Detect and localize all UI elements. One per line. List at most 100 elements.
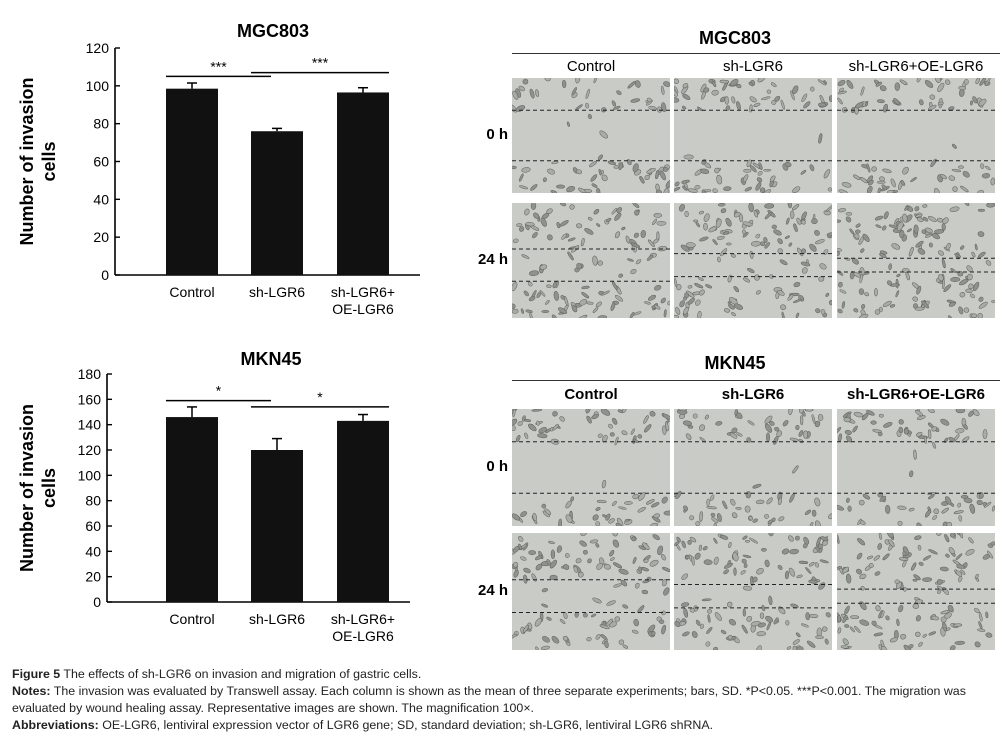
cell <box>780 304 787 310</box>
cell <box>658 619 665 624</box>
cell <box>915 432 923 437</box>
cell <box>618 506 627 510</box>
cell <box>820 309 826 315</box>
cell <box>809 613 819 619</box>
cell <box>893 98 900 105</box>
cell <box>519 226 525 232</box>
mkn45-y-tick-label: 180 <box>78 366 102 382</box>
cell <box>632 438 639 443</box>
cell <box>646 254 654 261</box>
mgc803-micrograph-image <box>512 78 670 193</box>
cell <box>952 623 963 627</box>
cell <box>872 429 882 433</box>
cell <box>990 177 995 186</box>
cell <box>817 543 823 550</box>
cell <box>878 306 883 313</box>
cell <box>849 626 856 633</box>
mgc803-micrograph-image <box>837 203 995 318</box>
cell <box>713 556 719 565</box>
cell <box>597 260 604 266</box>
cell <box>552 411 558 417</box>
notes-line: Notes: The invasion was evaluated by Tra… <box>12 683 997 717</box>
cell <box>969 293 976 299</box>
cell <box>742 585 753 591</box>
cell <box>875 224 882 229</box>
mgc803-bar <box>166 88 218 275</box>
cell <box>579 299 588 306</box>
cell <box>762 189 771 193</box>
cell <box>773 617 779 625</box>
cell <box>685 433 692 440</box>
cell <box>937 101 944 106</box>
cell <box>698 210 704 215</box>
cell <box>681 540 686 549</box>
mgc803-y-tick-label: 0 <box>101 267 109 283</box>
cell <box>731 312 736 317</box>
cell <box>860 86 865 96</box>
cell <box>674 97 680 103</box>
cell <box>932 442 936 449</box>
cell <box>966 265 973 273</box>
cell <box>541 310 550 313</box>
cell <box>650 631 656 636</box>
cell <box>764 415 773 424</box>
cell <box>537 433 548 439</box>
cell <box>784 161 792 167</box>
cell <box>711 517 719 523</box>
cell <box>593 78 598 84</box>
cell <box>682 631 690 637</box>
cell <box>825 292 830 297</box>
cell <box>991 300 995 303</box>
cell <box>904 205 910 211</box>
cell <box>801 267 808 274</box>
cell <box>571 87 577 96</box>
mgc803-category-label-line: OE-LGR6 <box>332 301 394 317</box>
cell <box>616 207 622 214</box>
cell <box>652 218 658 225</box>
cell <box>573 566 578 573</box>
cell <box>535 646 539 650</box>
cell <box>512 282 518 292</box>
cell <box>660 554 666 561</box>
cell <box>829 95 832 102</box>
cell <box>977 628 986 632</box>
cell <box>867 185 873 193</box>
cell <box>780 99 785 110</box>
cell <box>866 163 871 173</box>
cell <box>756 177 763 183</box>
cell <box>695 222 700 228</box>
cell <box>882 553 890 561</box>
cell <box>755 290 761 295</box>
cell <box>654 285 662 291</box>
cell <box>886 280 893 286</box>
cell <box>746 437 752 443</box>
cell <box>711 89 719 96</box>
cell <box>968 283 974 290</box>
cell <box>601 479 607 489</box>
cell <box>978 621 983 630</box>
cell <box>963 497 973 504</box>
cell <box>559 618 566 625</box>
cell <box>715 218 722 228</box>
cell <box>986 203 995 208</box>
cell <box>875 605 881 612</box>
cell <box>895 290 900 298</box>
cell <box>957 502 962 508</box>
cell <box>624 501 633 505</box>
cell <box>937 274 944 282</box>
cell <box>940 418 950 426</box>
mkn45-y-tick-label: 140 <box>78 417 102 433</box>
cell <box>683 505 689 511</box>
cell <box>733 303 744 310</box>
cell <box>699 623 704 629</box>
cell <box>705 284 713 289</box>
cell <box>912 578 918 582</box>
cell <box>923 555 932 561</box>
cell <box>706 498 710 507</box>
cell <box>716 174 723 185</box>
cell <box>660 85 665 95</box>
cell <box>972 409 980 417</box>
cell <box>859 273 863 284</box>
cell <box>703 213 710 222</box>
cell <box>866 555 874 560</box>
